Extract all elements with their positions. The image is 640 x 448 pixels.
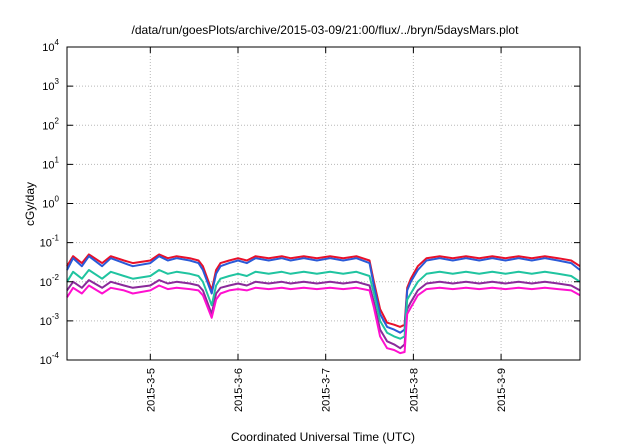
series-line (66, 269, 581, 340)
y-tick-label: 10-1 (40, 234, 60, 250)
y-tick-label: 102 (42, 116, 59, 132)
y-tick-label: 103 (42, 77, 59, 93)
series-line (66, 253, 581, 328)
chart-title: /data/run/goesPlots/archive/2015-03-09/2… (132, 23, 520, 37)
series-lines (66, 253, 581, 355)
plot-frame (66, 46, 581, 361)
grid-lines (67, 47, 580, 360)
x-tick-label: 2015-3-8 (408, 368, 420, 412)
y-axis-ticks: 10-4 10-3 10-2 10-1 100 101 102 103 104 (40, 38, 580, 367)
series-line (66, 279, 581, 350)
y-tick-label: 10-3 (40, 312, 60, 328)
x-tick-label: 2015-3-5 (145, 368, 157, 412)
x-axis-label: Coordinated Universal Time (UTC) (231, 430, 415, 444)
y-tick-label: 100 (42, 195, 59, 211)
y-axis-label: cGy/day (23, 182, 37, 226)
series-line (66, 255, 581, 334)
y-tick-label: 10-4 (40, 351, 60, 367)
x-tick-label: 2015-3-6 (233, 368, 245, 412)
series-line (66, 284, 581, 355)
x-tick-label: 2015-3-9 (496, 368, 508, 412)
y-tick-label: 10-2 (40, 273, 60, 289)
y-tick-label: 101 (42, 155, 59, 171)
x-axis-ticks: 2015-3-5 2015-3-6 2015-3-7 2015-3-8 2015-3-9 (145, 47, 508, 412)
y-tick-label: 104 (42, 38, 59, 54)
x-tick-label: 2015-3-7 (321, 368, 333, 412)
